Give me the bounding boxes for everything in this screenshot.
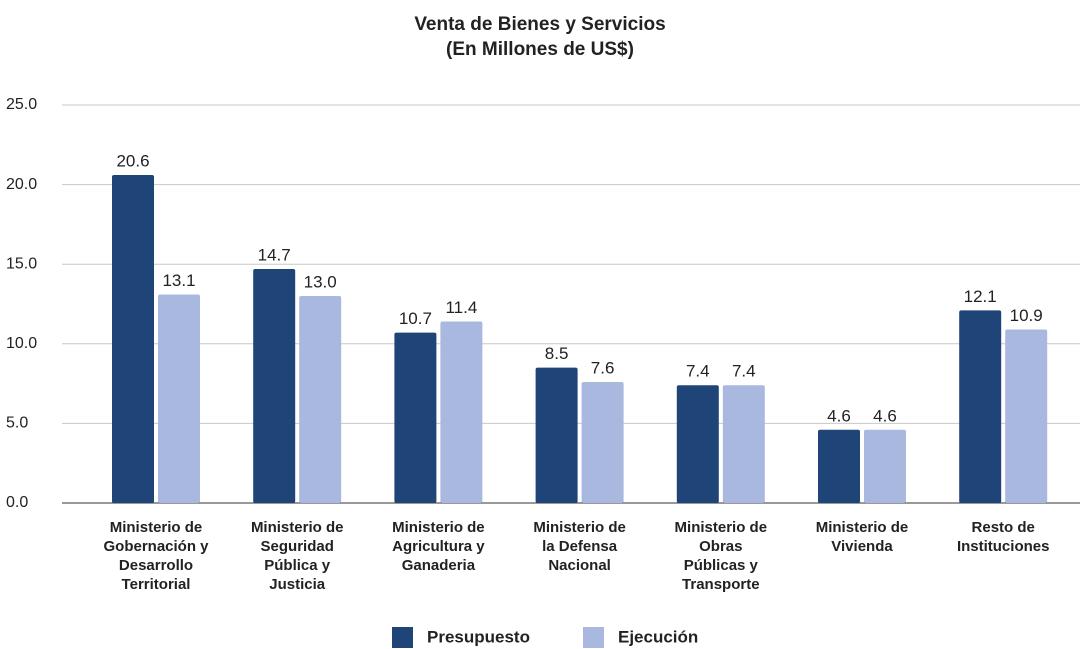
x-tick-line: Obras (699, 538, 742, 555)
x-tick-line: Agricultura y (392, 538, 485, 555)
bar (394, 332, 437, 503)
value-label: 14.7 (258, 245, 291, 264)
y-tick-label: 5.0 (6, 415, 28, 432)
bar (253, 268, 296, 503)
bar (158, 294, 200, 503)
value-label: 13.1 (162, 271, 195, 290)
value-label: 10.7 (399, 309, 432, 328)
value-label: 7.6 (591, 358, 615, 377)
y-tick-label: 20.0 (6, 176, 37, 193)
x-tick-line: Gobernación y (103, 538, 209, 555)
value-label: 8.5 (545, 344, 569, 363)
legend-label: Presupuesto (427, 627, 530, 646)
x-tick-line: Ministerio de (816, 519, 909, 536)
legend-label: Ejecución (618, 627, 698, 646)
bar (676, 385, 719, 503)
x-tick-line: Transporte (682, 576, 760, 593)
bar (581, 382, 624, 503)
x-tick-line: Pública y (264, 557, 331, 574)
x-tick-line: Públicas y (684, 557, 759, 574)
x-tick-line: Resto de (972, 519, 1035, 536)
x-tick-line: la Defensa (542, 538, 618, 555)
y-tick-label: 0.0 (6, 494, 28, 511)
value-label: 7.4 (686, 362, 710, 381)
x-tick-line: Ministerio de (392, 519, 485, 536)
value-label: 11.4 (445, 298, 477, 317)
bar (864, 429, 906, 503)
chart-subtitle: (En Millones de US$) (446, 39, 634, 60)
x-tick-label: Ministerio de Seguridad Pública y Justicia (251, 519, 344, 593)
legend-swatch (583, 627, 604, 648)
bar (818, 429, 860, 503)
y-tick-label: 25.0 (6, 96, 37, 113)
x-tick-line: Desarrollo (119, 557, 193, 574)
bar (959, 310, 1002, 503)
bar (1005, 329, 1048, 503)
value-label: 10.9 (1010, 306, 1043, 325)
legend-swatch (392, 627, 413, 648)
x-tick-line: Vivienda (831, 538, 893, 555)
bar (440, 321, 483, 503)
value-label: 4.6 (827, 406, 851, 425)
x-tick-line: Instituciones (957, 538, 1050, 555)
x-tick-line: Ministerio de (675, 519, 768, 536)
x-tick-line: Territorial (122, 576, 191, 593)
x-tick-label: Ministerio de Agricultura y Ganaderia (392, 519, 485, 574)
x-tick-line: Ministerio de (110, 519, 203, 536)
bar (722, 385, 765, 503)
value-label: 20.6 (116, 152, 149, 171)
x-tick-label: Ministerio de Obras Públicas y Transporte (675, 519, 768, 593)
x-tick-label: Ministerio de Gobernación y Desarrollo Terr… (103, 519, 209, 593)
bar (535, 367, 578, 503)
x-tick-line: Ministerio de (533, 519, 626, 536)
value-label: 7.4 (732, 362, 756, 381)
x-tick-line: Ministerio de (251, 519, 344, 536)
x-tick-label: Resto de Instituciones (957, 519, 1050, 555)
x-tick-label: Ministerio de la Defensa Nacional (533, 519, 626, 574)
chart-title: Venta de Bienes y Servicios (414, 14, 665, 35)
value-label: 13.0 (304, 273, 337, 292)
x-tick-line: Justicia (269, 576, 326, 593)
x-tick-line: Nacional (548, 557, 611, 574)
x-tick-label: Ministerio de Vivienda (816, 519, 909, 555)
bar (112, 175, 154, 503)
value-label: 12.1 (964, 287, 997, 306)
y-tick-label: 15.0 (6, 255, 37, 272)
x-tick-line: Ganaderia (402, 557, 476, 574)
y-tick-label: 10.0 (6, 335, 37, 352)
bar (299, 296, 342, 503)
value-label: 4.6 (873, 406, 897, 425)
x-tick-line: Seguridad (261, 538, 334, 555)
